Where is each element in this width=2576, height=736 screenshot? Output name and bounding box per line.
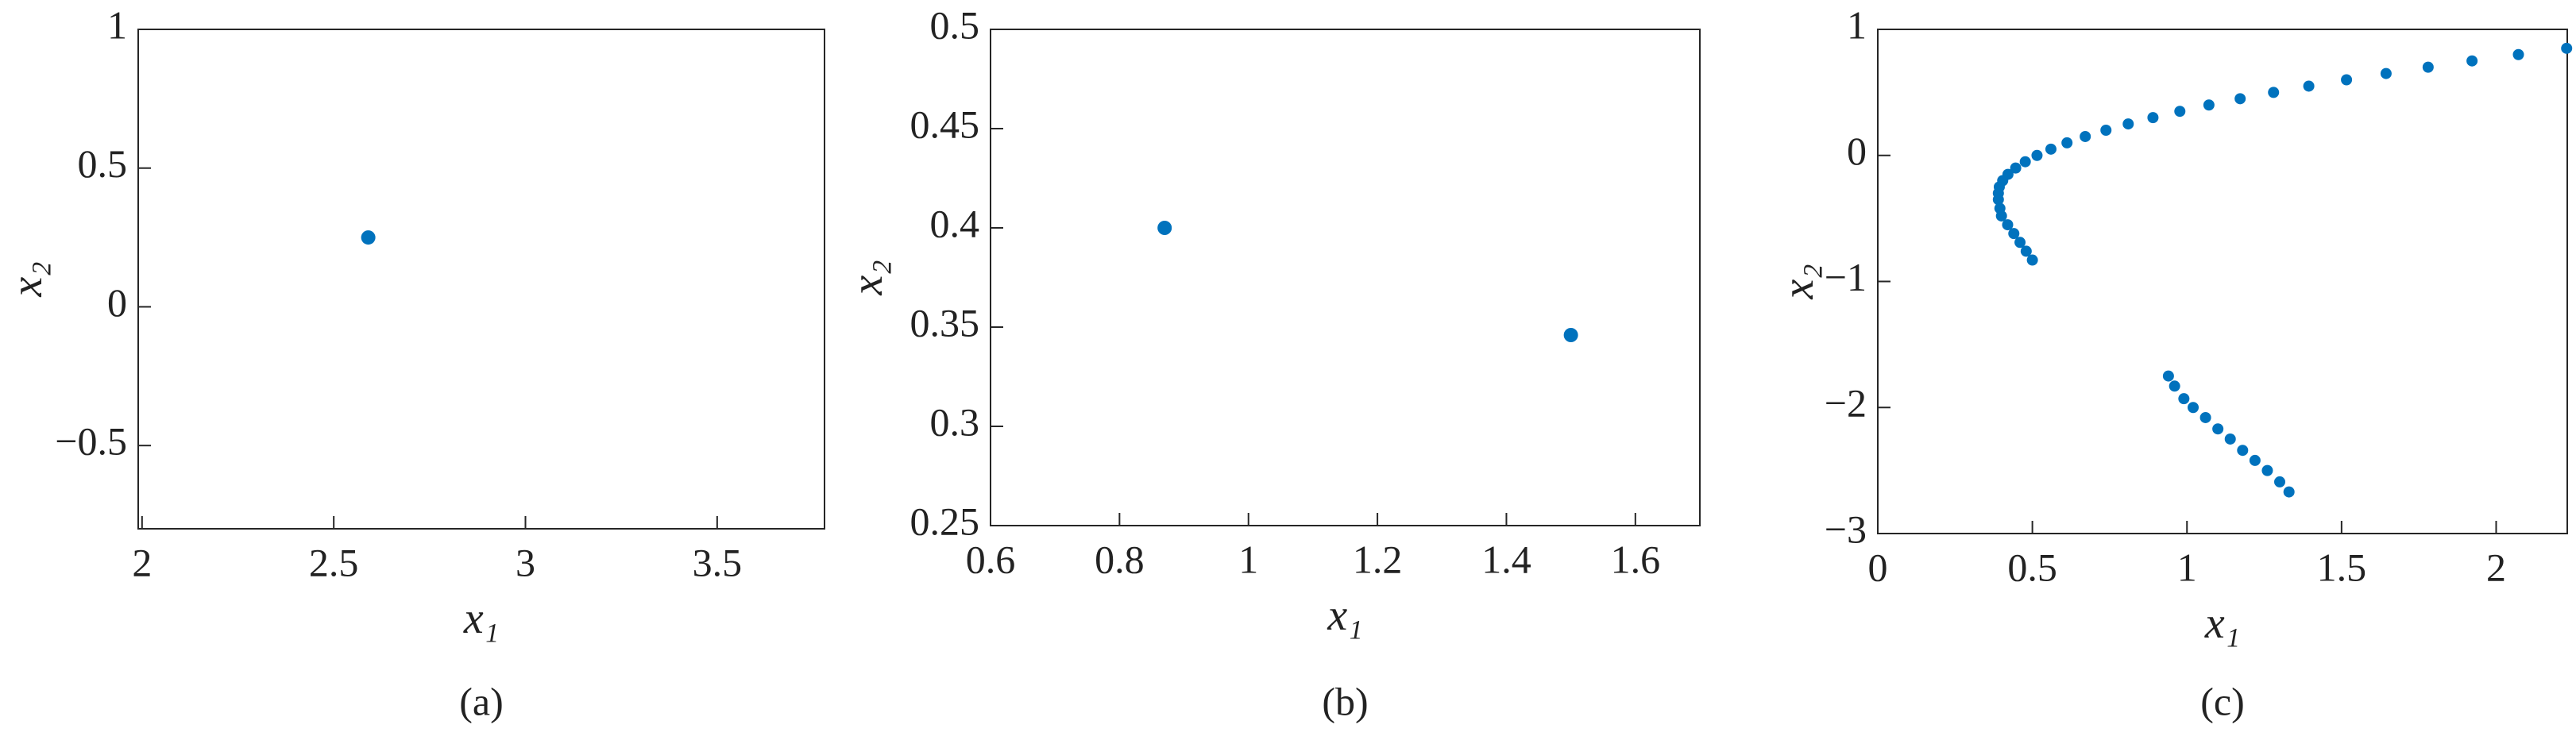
y-tick-label: 0.45 <box>910 102 980 146</box>
y-tick-label: 0.4 <box>930 201 980 245</box>
x-tick-label: 1.6 <box>1611 537 1661 581</box>
axes-box <box>990 29 1701 526</box>
point <box>2002 168 2014 180</box>
point <box>2212 423 2224 435</box>
point <box>2122 118 2134 130</box>
x-tick-label: 0.5 <box>2007 545 2057 589</box>
caption: (b) <box>1322 679 1368 723</box>
point <box>2283 486 2295 498</box>
y-tick-label: 0.5 <box>930 2 980 47</box>
point <box>1995 210 2007 222</box>
point <box>2147 112 2159 124</box>
point <box>2268 87 2280 98</box>
point <box>2174 106 2186 118</box>
point <box>2061 137 2073 148</box>
y-axis-label: x₂ <box>1774 264 1823 299</box>
y-tick-label: 0.35 <box>910 300 980 345</box>
point <box>2203 99 2215 111</box>
point <box>2224 433 2236 445</box>
point <box>1992 194 2004 206</box>
y-tick-label: 0.3 <box>930 399 980 444</box>
point <box>2080 130 2091 142</box>
x-tick-label: 2 <box>2486 545 2506 589</box>
y-tick-label: −0.5 <box>55 419 127 464</box>
point <box>2341 74 2353 86</box>
x-tick-label: 0.6 <box>966 537 1016 581</box>
point <box>2274 476 2286 487</box>
x-tick-label: 0 <box>1868 545 1888 589</box>
point <box>2100 125 2112 136</box>
point <box>2188 402 2199 414</box>
point <box>2237 445 2249 457</box>
point <box>2249 454 2261 466</box>
x-tick-label: 1 <box>1238 537 1258 581</box>
y-axis-label: x₂ <box>843 260 892 295</box>
y-tick-label: 1 <box>1847 2 1867 47</box>
y-tick-label: 0 <box>1847 129 1867 173</box>
point <box>2561 42 2573 54</box>
y-tick-label: −1 <box>1825 255 1867 299</box>
y-axis-label: x₂ <box>2 261 52 297</box>
point <box>1157 221 1172 235</box>
axes-box <box>137 29 825 530</box>
point <box>2002 219 2014 231</box>
point <box>2466 55 2478 67</box>
y-tick-label: 1 <box>107 2 127 47</box>
x-tick-label: 2.5 <box>309 540 359 584</box>
x-tick-label: 3 <box>516 540 535 584</box>
caption: (c) <box>2200 679 2245 723</box>
point <box>2019 156 2031 168</box>
point <box>2199 411 2211 423</box>
x-axis-label: x₁ <box>463 594 499 643</box>
point <box>2380 67 2392 79</box>
x-tick-label: 0.8 <box>1095 537 1145 581</box>
point <box>2014 237 2026 249</box>
x-axis-label: x₁ <box>2204 599 2240 648</box>
x-tick-label: 3.5 <box>693 540 743 584</box>
point <box>361 230 376 245</box>
caption: (a) <box>459 679 504 723</box>
point <box>2234 93 2246 105</box>
y-tick-label: 0.5 <box>78 141 128 186</box>
y-tick-label: −2 <box>1825 381 1867 426</box>
point <box>2162 370 2174 382</box>
y-tick-label: −3 <box>1825 507 1867 551</box>
x-tick-label: 1.2 <box>1353 537 1403 581</box>
point <box>2026 254 2038 266</box>
x-tick-label: 1.4 <box>1481 537 1531 581</box>
point <box>2010 162 2022 174</box>
point <box>2261 464 2273 476</box>
y-tick-label: 0.25 <box>910 499 980 543</box>
point <box>2422 61 2434 73</box>
axes-box <box>1877 29 2568 534</box>
point <box>1563 328 1578 342</box>
point <box>2512 48 2524 60</box>
point <box>2178 393 2190 405</box>
point <box>2303 80 2315 92</box>
x-tick-label: 1.5 <box>2317 545 2367 589</box>
point <box>2031 149 2043 161</box>
y-tick-label: 0 <box>107 280 127 325</box>
x-tick-label: 2 <box>132 540 152 584</box>
x-axis-label: x₁ <box>1327 591 1362 640</box>
x-tick-label: 1 <box>2177 545 2197 589</box>
point <box>2020 245 2032 257</box>
point <box>2008 228 2020 240</box>
point <box>2169 380 2180 392</box>
point <box>2045 143 2057 155</box>
